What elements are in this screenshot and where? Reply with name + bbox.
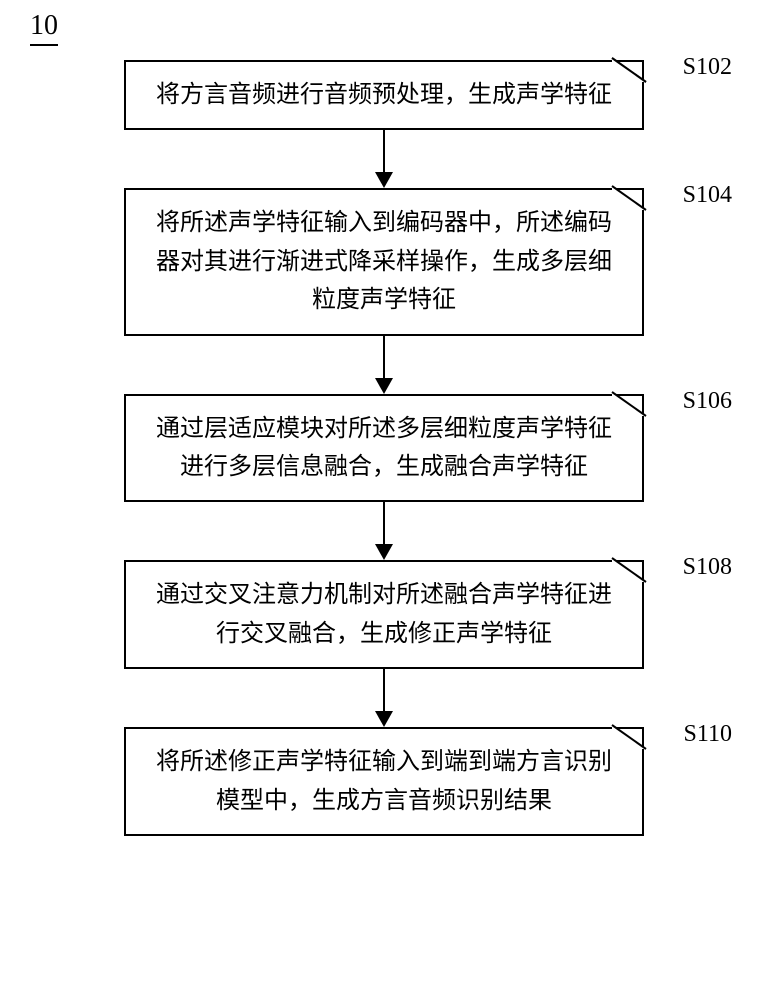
step-s110: S110 将所述修正声学特征输入到端到端方言识别模型中，生成方言音频识别结果 (124, 727, 644, 836)
arrow-4 (375, 669, 393, 727)
step-label-s104: S104 (683, 182, 732, 209)
notch-s102 (612, 58, 646, 82)
step-label-s102: S102 (683, 54, 732, 81)
step-s106: S106 通过层适应模块对所述多层细粒度声学特征进行多层信息融合，生成融合声学特… (124, 394, 644, 503)
step-box-s110: 将所述修正声学特征输入到端到端方言识别模型中，生成方言音频识别结果 (124, 727, 644, 836)
arrow-line (383, 502, 385, 544)
arrow-1 (375, 130, 393, 188)
arrow-2 (375, 336, 393, 394)
step-box-s104: 将所述声学特征输入到编码器中，所述编码器对其进行渐进式降采样操作，生成多层细粒度… (124, 188, 644, 335)
figure-number: 10 (30, 10, 58, 46)
step-box-s108: 通过交叉注意力机制对所述融合声学特征进行交叉融合，生成修正声学特征 (124, 560, 644, 669)
arrow-line (383, 336, 385, 378)
notch-s106 (612, 392, 646, 416)
flowchart: S102 将方言音频进行音频预处理，生成声学特征 S104 将所述声学特征输入到… (80, 60, 688, 836)
step-s108: S108 通过交叉注意力机制对所述融合声学特征进行交叉融合，生成修正声学特征 (124, 560, 644, 669)
arrow-head (375, 711, 393, 727)
notch-s110 (612, 725, 646, 749)
step-label-s106: S106 (683, 388, 732, 415)
arrow-line (383, 669, 385, 711)
arrow-head (375, 172, 393, 188)
arrow-line (383, 130, 385, 172)
step-s104: S104 将所述声学特征输入到编码器中，所述编码器对其进行渐进式降采样操作，生成… (124, 188, 644, 335)
step-label-s110: S110 (684, 721, 732, 748)
step-label-s108: S108 (683, 554, 732, 581)
step-s102: S102 将方言音频进行音频预处理，生成声学特征 (124, 60, 644, 130)
notch-s108 (612, 558, 646, 582)
arrow-head (375, 378, 393, 394)
step-box-s106: 通过层适应模块对所述多层细粒度声学特征进行多层信息融合，生成融合声学特征 (124, 394, 644, 503)
arrow-head (375, 544, 393, 560)
step-box-s102: 将方言音频进行音频预处理，生成声学特征 (124, 60, 644, 130)
notch-s104 (612, 186, 646, 210)
arrow-3 (375, 502, 393, 560)
